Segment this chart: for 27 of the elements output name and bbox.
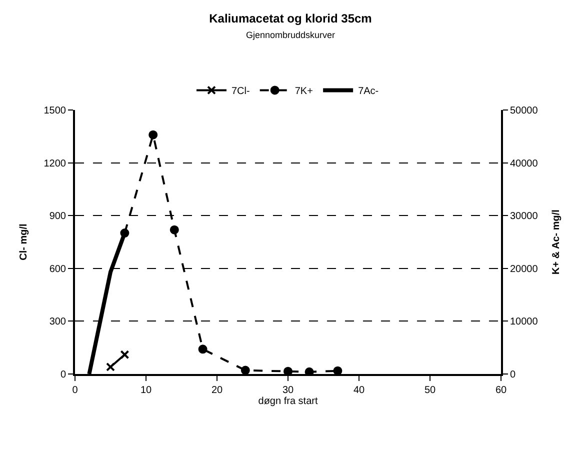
chart-subtitle: Gjennombruddskurver (246, 30, 336, 40)
y2-tick-label: 30000 (510, 211, 538, 222)
y2-tick-label: 40000 (510, 158, 538, 170)
x-tick-label: 0 (72, 385, 78, 396)
x-tick-label: 30 (282, 385, 294, 396)
x-axis-title: døgn fra start (258, 396, 318, 407)
y-tick-label: 300 (49, 316, 66, 328)
x-tick-label: 60 (495, 385, 507, 396)
chart-title: Kaliumacetat og klorid 35cm (209, 11, 372, 26)
y2-tick-label: 10000 (510, 316, 538, 328)
x-tick-label: 10 (140, 385, 152, 396)
y-tick-label: 600 (49, 264, 66, 275)
legend-label: 7K+ (294, 86, 314, 98)
y2-tick-label: 20000 (510, 264, 538, 275)
y-tick-label: 0 (60, 370, 66, 380)
y2-tick-label: 0 (510, 370, 516, 380)
x-tick-label: 40 (353, 385, 365, 396)
y-tick-label: 900 (49, 211, 66, 222)
legend-label: 7Ac- (358, 86, 379, 98)
x-tick-label: 20 (211, 385, 223, 396)
y-tick-label: 1500 (44, 106, 66, 116)
legend-label: 7Cl- (232, 86, 250, 98)
x-tick-label: 50 (424, 385, 436, 396)
y-axis-title: Cl- mg/l (18, 223, 30, 260)
y2-tick-label: 50000 (510, 106, 538, 116)
y2-axis-title: K+ & Ac- mg/l (551, 209, 562, 274)
y-tick-label: 1200 (44, 158, 66, 170)
